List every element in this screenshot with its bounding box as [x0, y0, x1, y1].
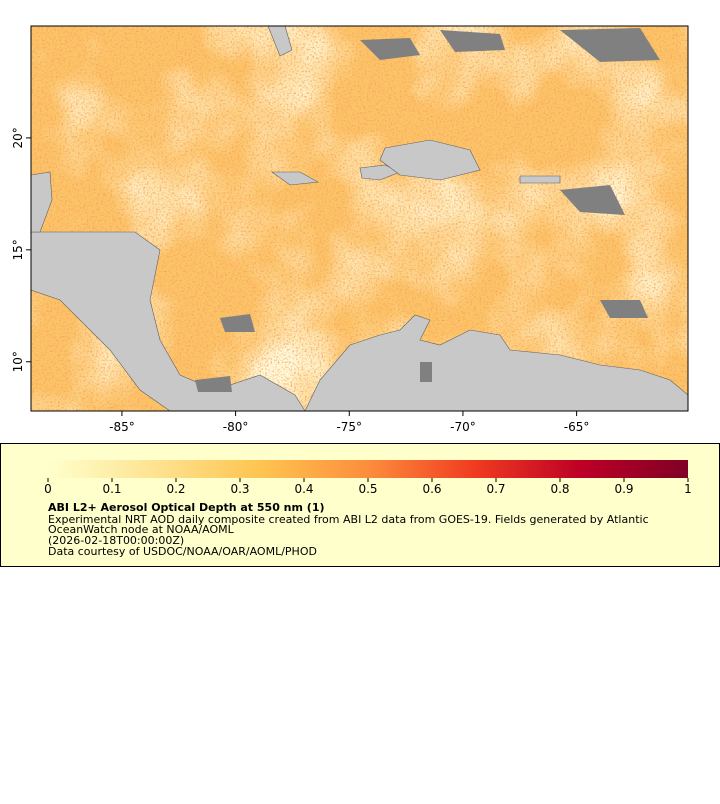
colorbar-tick-label: 0.6 [422, 482, 441, 496]
caption-line: OceanWatch node at NOAA/AOML [48, 523, 235, 536]
cloud-gaps [195, 28, 660, 392]
x-tick-label: -70° [450, 420, 476, 434]
map-frame [30, 25, 689, 412]
x-tick-label: -85° [109, 420, 135, 434]
colorbar-tick-label: 0.3 [230, 482, 249, 496]
colorbar-tick-label: 0.1 [102, 482, 121, 496]
colorbar: 0 0.1 0.2 0.3 0.4 0.5 0.6 0.7 0.8 0.9 1 [44, 460, 692, 496]
colorbar-tick-label: 0.5 [358, 482, 377, 496]
land [31, 26, 688, 411]
colorbar-tick-label: 0.4 [294, 482, 313, 496]
y-tick-label: 10° [11, 351, 25, 372]
colorbar-tick-label: 0.7 [486, 482, 505, 496]
y-tick-label: 20° [11, 127, 25, 148]
caption-line: Data courtesy of USDOC/NOAA/OAR/AOML/PHO… [48, 545, 317, 558]
x-tick-label: -75° [336, 420, 362, 434]
colorbar-tick-label: 0.2 [166, 482, 185, 496]
colorbar-tick-label: 1 [684, 482, 692, 496]
map-area [31, 26, 688, 411]
colorbar-scale [48, 460, 688, 478]
colorbar-tick-label: 0 [44, 482, 52, 496]
x-tick-label: -65° [564, 420, 590, 434]
caption-title: ABI L2+ Aerosol Optical Depth at 550 nm … [48, 501, 325, 514]
axes: -85° -80° -75° -70° -65° 10° 15° 20° [11, 127, 589, 434]
caption-line: (2026-02-18T00:00:00Z) [48, 534, 184, 547]
y-tick-label: 15° [11, 239, 25, 260]
x-tick-label: -80° [223, 420, 249, 434]
colorbar-tick-label: 0.9 [614, 482, 633, 496]
caption-line: Experimental NRT AOD daily composite cre… [48, 513, 649, 526]
colorbar-tick-label: 0.8 [550, 482, 569, 496]
